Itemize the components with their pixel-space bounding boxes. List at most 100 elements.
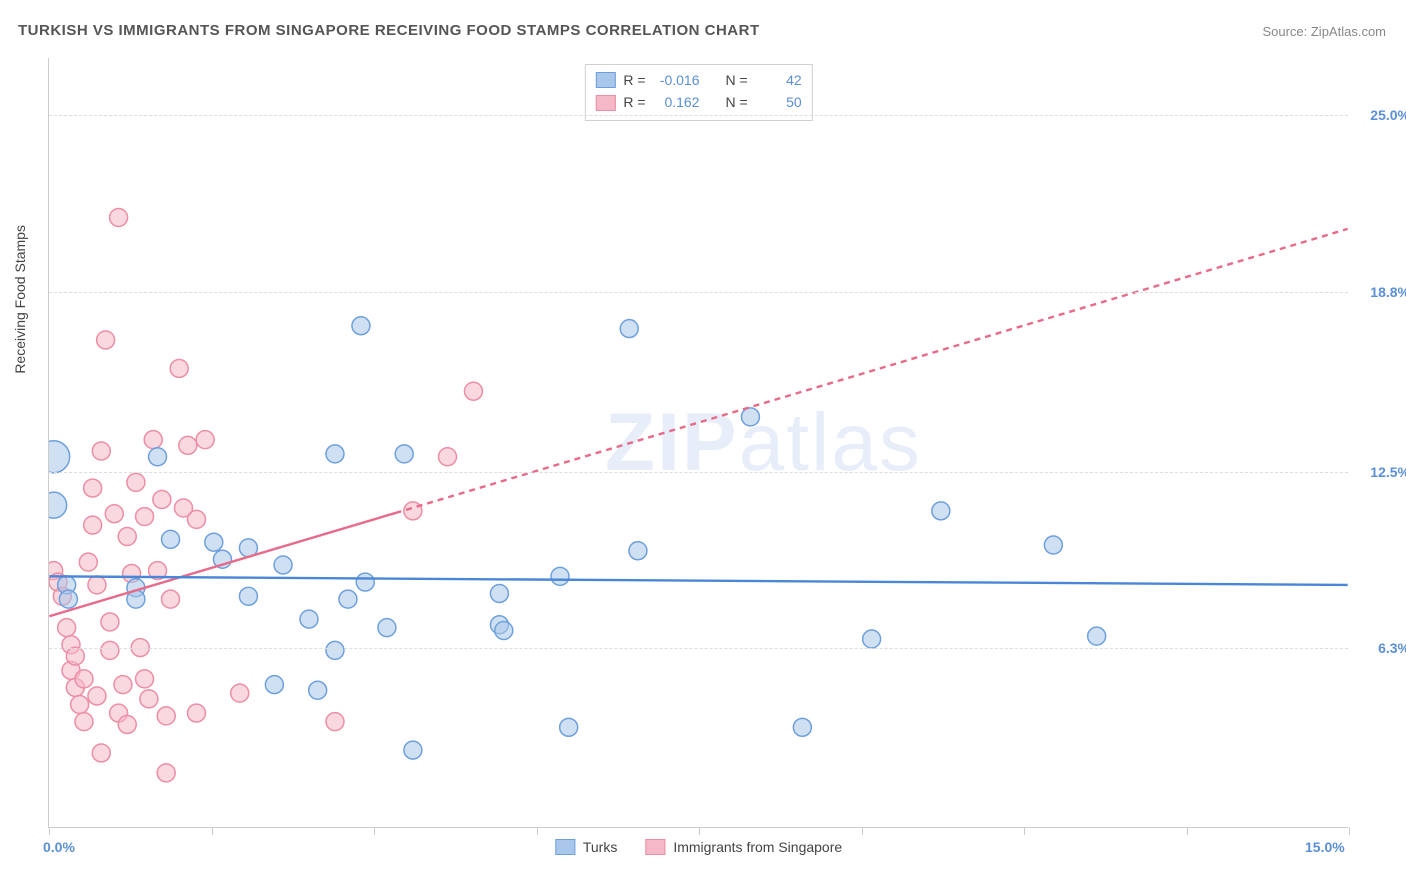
trend-line [49,513,395,616]
data-point [404,741,422,759]
gridline [49,648,1348,649]
data-point [49,492,67,518]
data-point [629,542,647,560]
stats-row-pink: R = 0.162 N = 50 [595,91,801,113]
data-point [127,579,145,597]
data-point [170,359,188,377]
data-point [53,587,71,605]
data-point [551,567,569,585]
data-point [88,576,106,594]
data-point [127,590,145,608]
chart-container: TURKISH VS IMMIGRANTS FROM SINGAPORE REC… [0,0,1406,892]
data-point [140,690,158,708]
y-tick-label: 12.5% [1354,464,1406,480]
data-point [110,209,128,227]
data-point [309,681,327,699]
data-point [157,764,175,782]
x-tick [49,827,50,835]
data-point [84,516,102,534]
data-point [71,696,89,714]
data-point [88,687,106,705]
data-point [162,530,180,548]
data-point [179,436,197,454]
data-point [213,550,231,568]
x-tick-label: 15.0% [1305,839,1345,855]
data-point [326,445,344,463]
data-point [105,505,123,523]
data-point [741,408,759,426]
y-axis-label: Receiving Food Stamps [12,225,28,374]
data-point [560,718,578,736]
legend-label-singapore: Immigrants from Singapore [673,839,842,855]
data-point [239,539,257,557]
legend-item-singapore: Immigrants from Singapore [645,839,842,855]
data-point [326,641,344,659]
gridline [49,115,1348,116]
data-point [66,678,84,696]
data-point [114,676,132,694]
data-point [118,528,136,546]
data-point [118,715,136,733]
data-point [205,533,223,551]
legend-label-turks: Turks [583,839,617,855]
data-point [793,718,811,736]
data-point [439,448,457,466]
plot-area: ZIPatlas R = -0.016 N = 42 R = 0.162 N =… [48,58,1348,828]
data-point [464,382,482,400]
data-point [404,502,422,520]
data-point [339,590,357,608]
data-point [395,445,413,463]
watermark: ZIPatlas [605,396,922,490]
data-point [932,502,950,520]
data-point [196,431,214,449]
source-label: Source: ZipAtlas.com [1262,24,1386,39]
data-point [97,331,115,349]
data-point [75,670,93,688]
data-point [326,713,344,731]
data-point [136,508,154,526]
x-tick [1349,827,1350,835]
data-point [352,317,370,335]
gridline [49,472,1348,473]
chart-title: TURKISH VS IMMIGRANTS FROM SINGAPORE REC… [18,22,760,39]
stats-box: R = -0.016 N = 42 R = 0.162 N = 50 [584,64,812,121]
x-tick [374,827,375,835]
data-point [101,641,119,659]
data-point [162,590,180,608]
data-point [495,621,513,639]
data-point [274,556,292,574]
data-point [136,670,154,688]
data-point [490,616,508,634]
trend-line [49,576,1347,585]
x-tick [537,827,538,835]
plot-svg [49,58,1348,827]
data-point [153,490,171,508]
data-point [66,647,84,665]
data-point [58,619,76,637]
data-point [620,320,638,338]
x-tick-label: 0.0% [43,839,75,855]
data-point [84,479,102,497]
x-tick [1024,827,1025,835]
data-point [49,441,70,473]
data-point [149,562,167,580]
data-point [59,590,77,608]
data-point [187,704,205,722]
data-point [49,562,63,580]
data-point [101,613,119,631]
data-point [863,630,881,648]
data-point [123,565,141,583]
x-tick [699,827,700,835]
data-point [1088,627,1106,645]
data-point [1044,536,1062,554]
stats-row-blue: R = -0.016 N = 42 [595,69,801,91]
legend-swatch-blue [555,839,575,855]
swatch-pink [595,95,615,111]
data-point [490,584,508,602]
data-point [300,610,318,628]
x-tick [212,827,213,835]
data-point [265,676,283,694]
data-point [187,510,205,528]
data-point [79,553,97,571]
data-point [144,431,162,449]
